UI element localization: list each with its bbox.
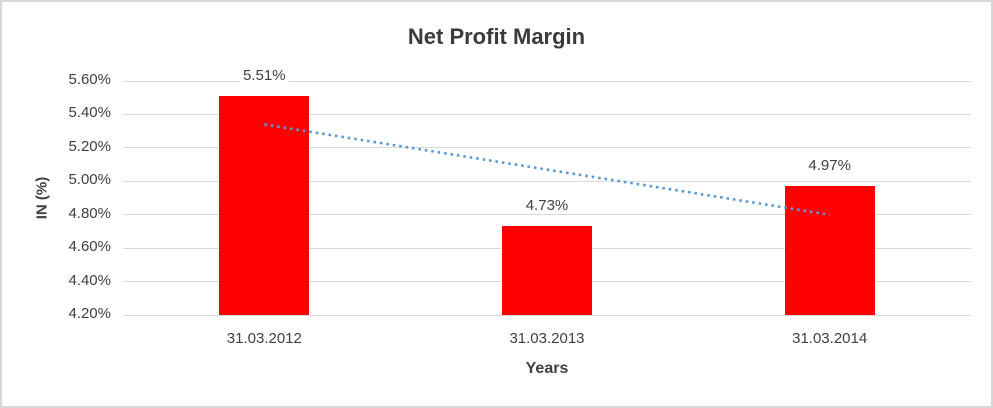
bar-value-text: 5.51% (240, 67, 289, 85)
bar-value-text: 4.97% (805, 157, 854, 175)
y-axis-tick-label: 4.60% (68, 238, 111, 256)
chart-title: Net Profit Margin (407, 24, 586, 49)
gridline (123, 80, 971, 82)
gridline (123, 113, 971, 115)
bar-value-label: 4.73% (487, 197, 607, 215)
y-axis-tick-label: 4.40% (68, 271, 111, 289)
bar-value-label: 5.51% (204, 67, 324, 85)
bar-value-label: 4.97% (770, 157, 890, 175)
bar-value-text: 4.73% (522, 197, 572, 215)
y-axis-title: IN (%) (33, 176, 51, 220)
gridline (123, 314, 971, 316)
category-label: 31.03.2014 (792, 330, 868, 347)
y-axis-tick-label: 5.20% (68, 137, 111, 155)
y-axis-tick-label: 5.00% (68, 171, 111, 189)
y-axis-tick-label: 4.20% (68, 305, 111, 322)
category-label: 31.03.2013 (509, 330, 585, 347)
bar (784, 186, 875, 315)
y-axis-tick-label: 5.60% (68, 71, 111, 88)
bar (219, 96, 310, 315)
y-axis-tick-label: 5.40% (68, 104, 111, 122)
category-label: 31.03.2012 (226, 330, 302, 347)
x-axis-title: Years (525, 360, 569, 377)
bar (502, 226, 592, 315)
y-axis-tick-label: 4.80% (68, 204, 111, 222)
